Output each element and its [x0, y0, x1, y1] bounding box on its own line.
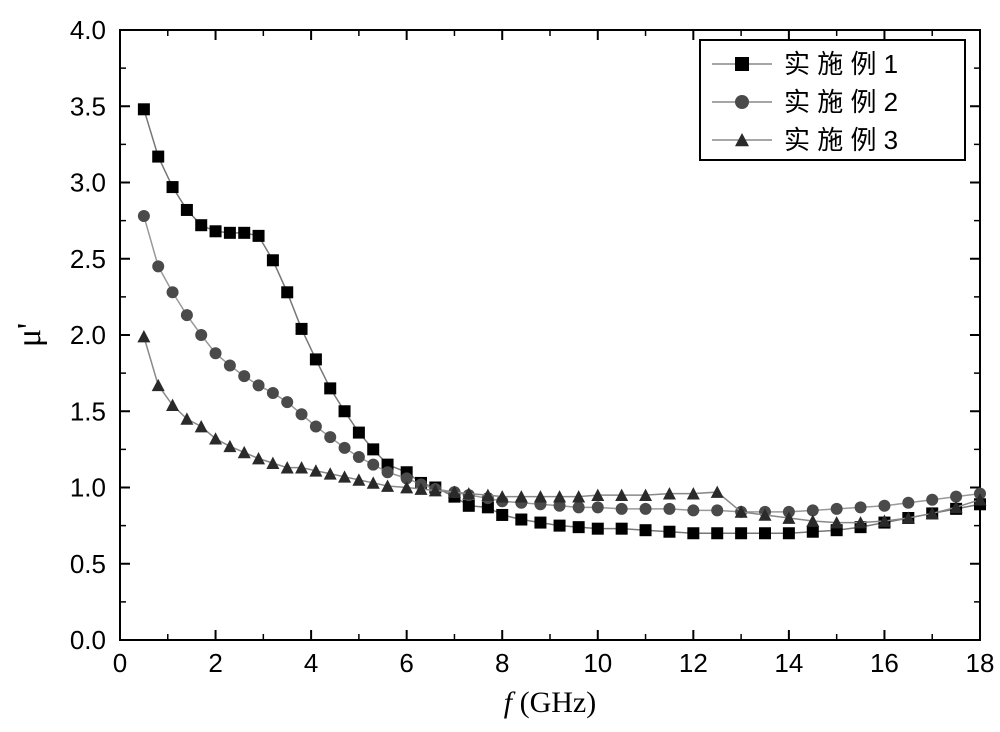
svg-text:0.5: 0.5 [70, 549, 106, 579]
svg-text:1.5: 1.5 [70, 396, 106, 426]
svg-text:实 施 例 2: 实 施 例 2 [784, 87, 898, 117]
svg-text:12: 12 [679, 648, 708, 678]
svg-text:0.0: 0.0 [70, 625, 106, 655]
svg-text:0: 0 [113, 648, 127, 678]
svg-text:μ': μ' [11, 323, 48, 347]
svg-text:4.0: 4.0 [70, 15, 106, 45]
svg-text:10: 10 [583, 648, 612, 678]
svg-text:实 施 例 1: 实 施 例 1 [784, 49, 898, 79]
svg-text:8: 8 [495, 648, 509, 678]
svg-text:实 施 例 3: 实 施 例 3 [784, 125, 898, 155]
svg-text:3.0: 3.0 [70, 168, 106, 198]
permeability-chart: 0 2 4 6 8 10 12 14 16 18 0.0 0.5 1.0 1.5 2.0 2.5 3.0 3.5 4… [0, 0, 1000, 732]
chart-container: 0 2 4 6 8 10 12 14 16 18 0.0 0.5 1.0 1.5 2.0 2.5 3.0 3.5 4… [0, 0, 1000, 732]
svg-text:4: 4 [304, 648, 318, 678]
svg-text:2: 2 [208, 648, 222, 678]
legend: 实 施 例 1 实 施 例 2 实 施 例 3 [700, 40, 965, 160]
svg-text:18: 18 [966, 648, 995, 678]
svg-text:1.0: 1.0 [70, 473, 106, 503]
svg-text:6: 6 [399, 648, 413, 678]
svg-text:3.5: 3.5 [70, 91, 106, 121]
svg-text:14: 14 [774, 648, 803, 678]
svg-text:2.5: 2.5 [70, 244, 106, 274]
svg-text:2.0: 2.0 [70, 320, 106, 350]
svg-text:16: 16 [870, 648, 899, 678]
svg-text:f (GHz): f (GHz) [504, 686, 596, 719]
